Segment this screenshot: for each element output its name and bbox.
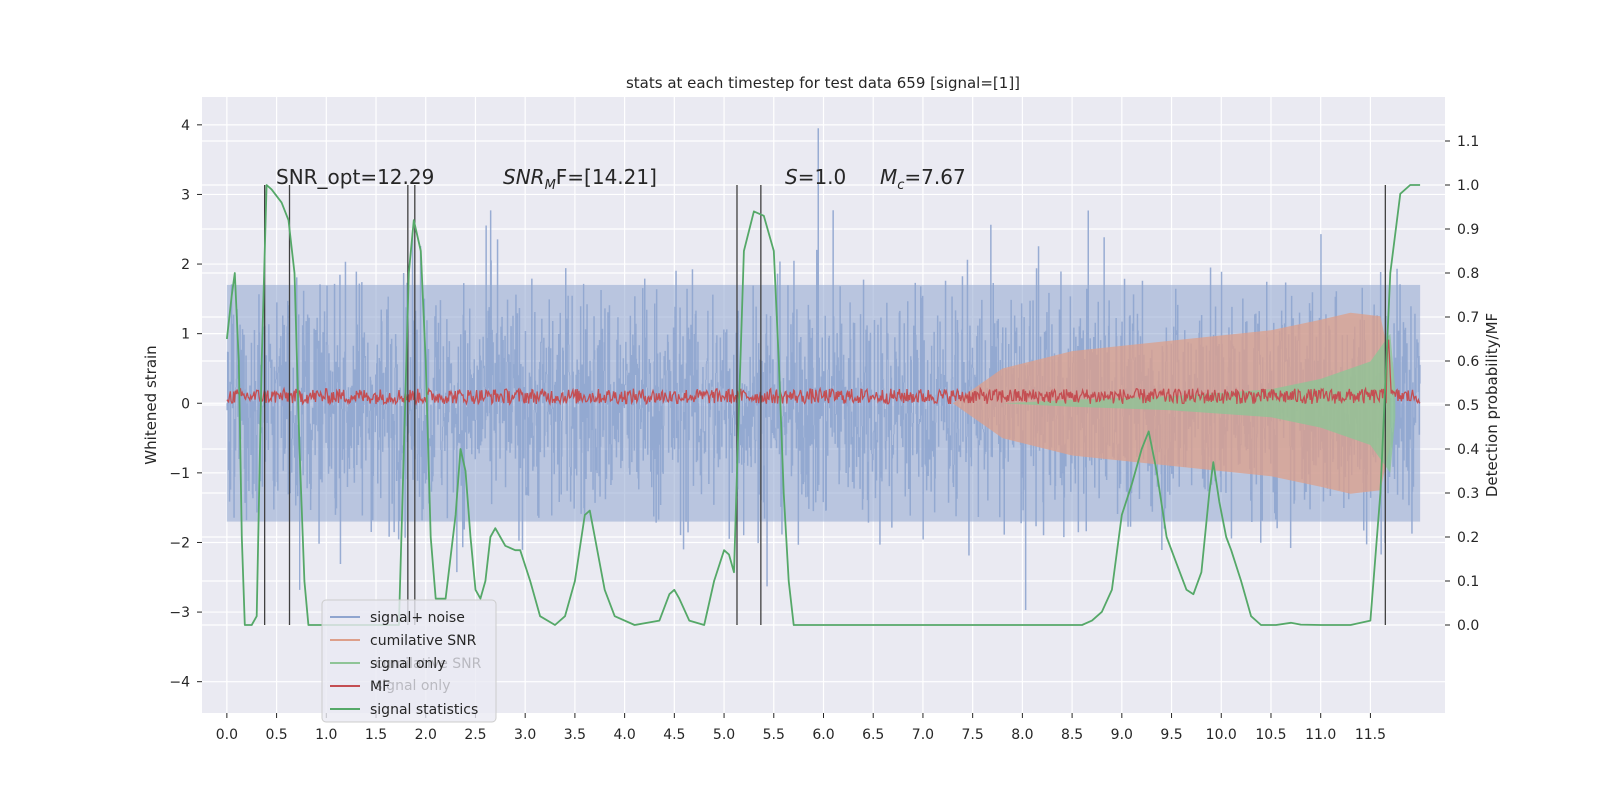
x-tick-label: 9.0 xyxy=(1111,727,1133,743)
x-tick-label: 3.5 xyxy=(564,727,586,743)
x-tick-label: 6.0 xyxy=(812,727,834,743)
x-tick-label: 1.5 xyxy=(365,727,387,743)
y-tick-label: 3 xyxy=(181,187,190,203)
y-right-tick-label: 0.6 xyxy=(1457,354,1479,370)
mc-symbol: M xyxy=(880,165,897,189)
legend-label-signal-only: signal only xyxy=(370,656,445,672)
y-right-tick-label: 0.4 xyxy=(1457,442,1479,458)
legend-label-signal-noise: signal+ noise xyxy=(370,610,465,626)
x-tick-label: 2.5 xyxy=(464,727,486,743)
mc-annotation: Mc=7.67 xyxy=(880,165,966,193)
x-tick-label: 8.5 xyxy=(1061,727,1083,743)
mc-subscript: c xyxy=(897,178,904,193)
y-right-tick-label: 0.7 xyxy=(1457,310,1479,326)
legend-ghost-cumilative-snr: cumilative SNR xyxy=(375,656,482,672)
x-tick-label: 4.5 xyxy=(663,727,685,743)
signal-only-area xyxy=(1002,333,1396,473)
x-tick-label: 5.5 xyxy=(763,727,785,743)
y-right-tick-label: 1.0 xyxy=(1457,178,1479,194)
x-tick-label: 11.0 xyxy=(1305,727,1336,743)
legend-box xyxy=(321,599,497,723)
y-tick-label: 0 xyxy=(181,396,190,412)
y-right-tick-label: 0.0 xyxy=(1457,618,1479,634)
x-tick-label: 6.5 xyxy=(862,727,884,743)
y-right-tick-label: 0.9 xyxy=(1457,222,1479,238)
snr-mf-symbol: SNR xyxy=(503,165,545,189)
x-tick-label: 5.0 xyxy=(713,727,735,743)
x-tick-label: 0.0 xyxy=(216,727,238,743)
x-tick-label: 7.0 xyxy=(912,727,934,743)
legend-label-mf: MF xyxy=(370,679,390,695)
x-tick-label: 0.5 xyxy=(265,727,287,743)
x-axis: 0.0 0.5 1.0 1.5 2.0 2.5 3.0 3.5 4.0 4.5 5.0 5.5 6.0 6… xyxy=(216,713,1386,743)
y-tick-label: −4 xyxy=(169,675,190,691)
y-right-tick-label: 0.8 xyxy=(1457,266,1479,282)
x-tick-label: 8.0 xyxy=(1011,727,1033,743)
snr-mf-annotation: SNRMF=[14.21] xyxy=(503,165,657,193)
x-tick-label: 7.5 xyxy=(962,727,984,743)
x-tick-label: 9.5 xyxy=(1160,727,1182,743)
snr-opt-annotation: SNR_opt=12.29 xyxy=(276,165,434,189)
x-tick-label: 11.5 xyxy=(1355,727,1386,743)
y-tick-label: 4 xyxy=(181,118,190,134)
y-right-tick-label: 0.3 xyxy=(1457,486,1479,502)
chart-title: stats at each timestep for test data 659… xyxy=(626,74,1020,92)
y-axis-label-left: Whitened strain xyxy=(142,345,160,464)
legend-label-cumilative-snr: cumilative SNR xyxy=(370,633,477,649)
mf-line xyxy=(226,339,1421,407)
y-right-tick-label: 0.1 xyxy=(1457,574,1479,590)
y-axis-right: 1.1 1.0 0.9 0.8 0.7 0.6 0.5 0.4 0.3 0.2 0.1 0.0 xyxy=(1445,134,1479,634)
x-tick-label: 10.5 xyxy=(1255,727,1286,743)
legend-ghost-signal-only: signal only xyxy=(375,678,450,694)
snr-mf-value: F=[14.21] xyxy=(556,165,657,189)
legend-label-signal-statistics: signal statistics xyxy=(370,702,478,718)
y-tick-label: −3 xyxy=(169,605,190,621)
y-right-tick-label: 0.2 xyxy=(1457,530,1479,546)
y-tick-label: −1 xyxy=(169,466,190,482)
snr-mf-subscript: M xyxy=(545,178,556,193)
x-tick-label: 4.0 xyxy=(613,727,635,743)
x-tick-label: 2.0 xyxy=(415,727,437,743)
y-right-tick-label: 0.5 xyxy=(1457,398,1479,414)
plot-content xyxy=(226,128,1421,626)
x-tick-label: 10.0 xyxy=(1206,727,1237,743)
s-value: =1.0 xyxy=(798,165,847,189)
y-axis-left: 4 3 2 1 0 −1 −2 −3 −4 xyxy=(169,118,202,691)
x-tick-label: 3.0 xyxy=(514,727,536,743)
s-symbol: S xyxy=(785,165,798,189)
legend: cumilative SNR signal only signal+ noise… xyxy=(321,599,497,723)
y-right-tick-label: 1.1 xyxy=(1457,134,1479,150)
y-tick-label: 2 xyxy=(181,257,190,273)
mc-value: =7.67 xyxy=(904,165,965,189)
x-tick-label: 1.0 xyxy=(315,727,337,743)
y-axis-label-right: Detection probability/MF xyxy=(1483,313,1501,497)
y-tick-label: 1 xyxy=(181,327,190,343)
y-tick-label: −2 xyxy=(169,535,190,551)
s-annotation: S=1.0 xyxy=(785,165,846,189)
